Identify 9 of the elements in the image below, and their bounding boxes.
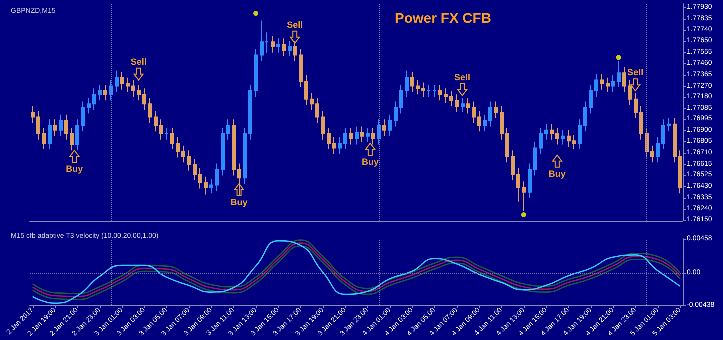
annotation: Sell — [130, 56, 147, 67]
annotation: Sell — [628, 68, 644, 78]
annotation: Buy — [66, 164, 84, 174]
annotation: Sell — [287, 20, 304, 30]
annotation: Sell — [454, 72, 471, 82]
chart-title: Power FX CFB — [395, 10, 492, 26]
annotation: Buy — [362, 156, 379, 167]
annotation: Buy — [548, 168, 566, 179]
annotation: Buy — [230, 198, 248, 208]
